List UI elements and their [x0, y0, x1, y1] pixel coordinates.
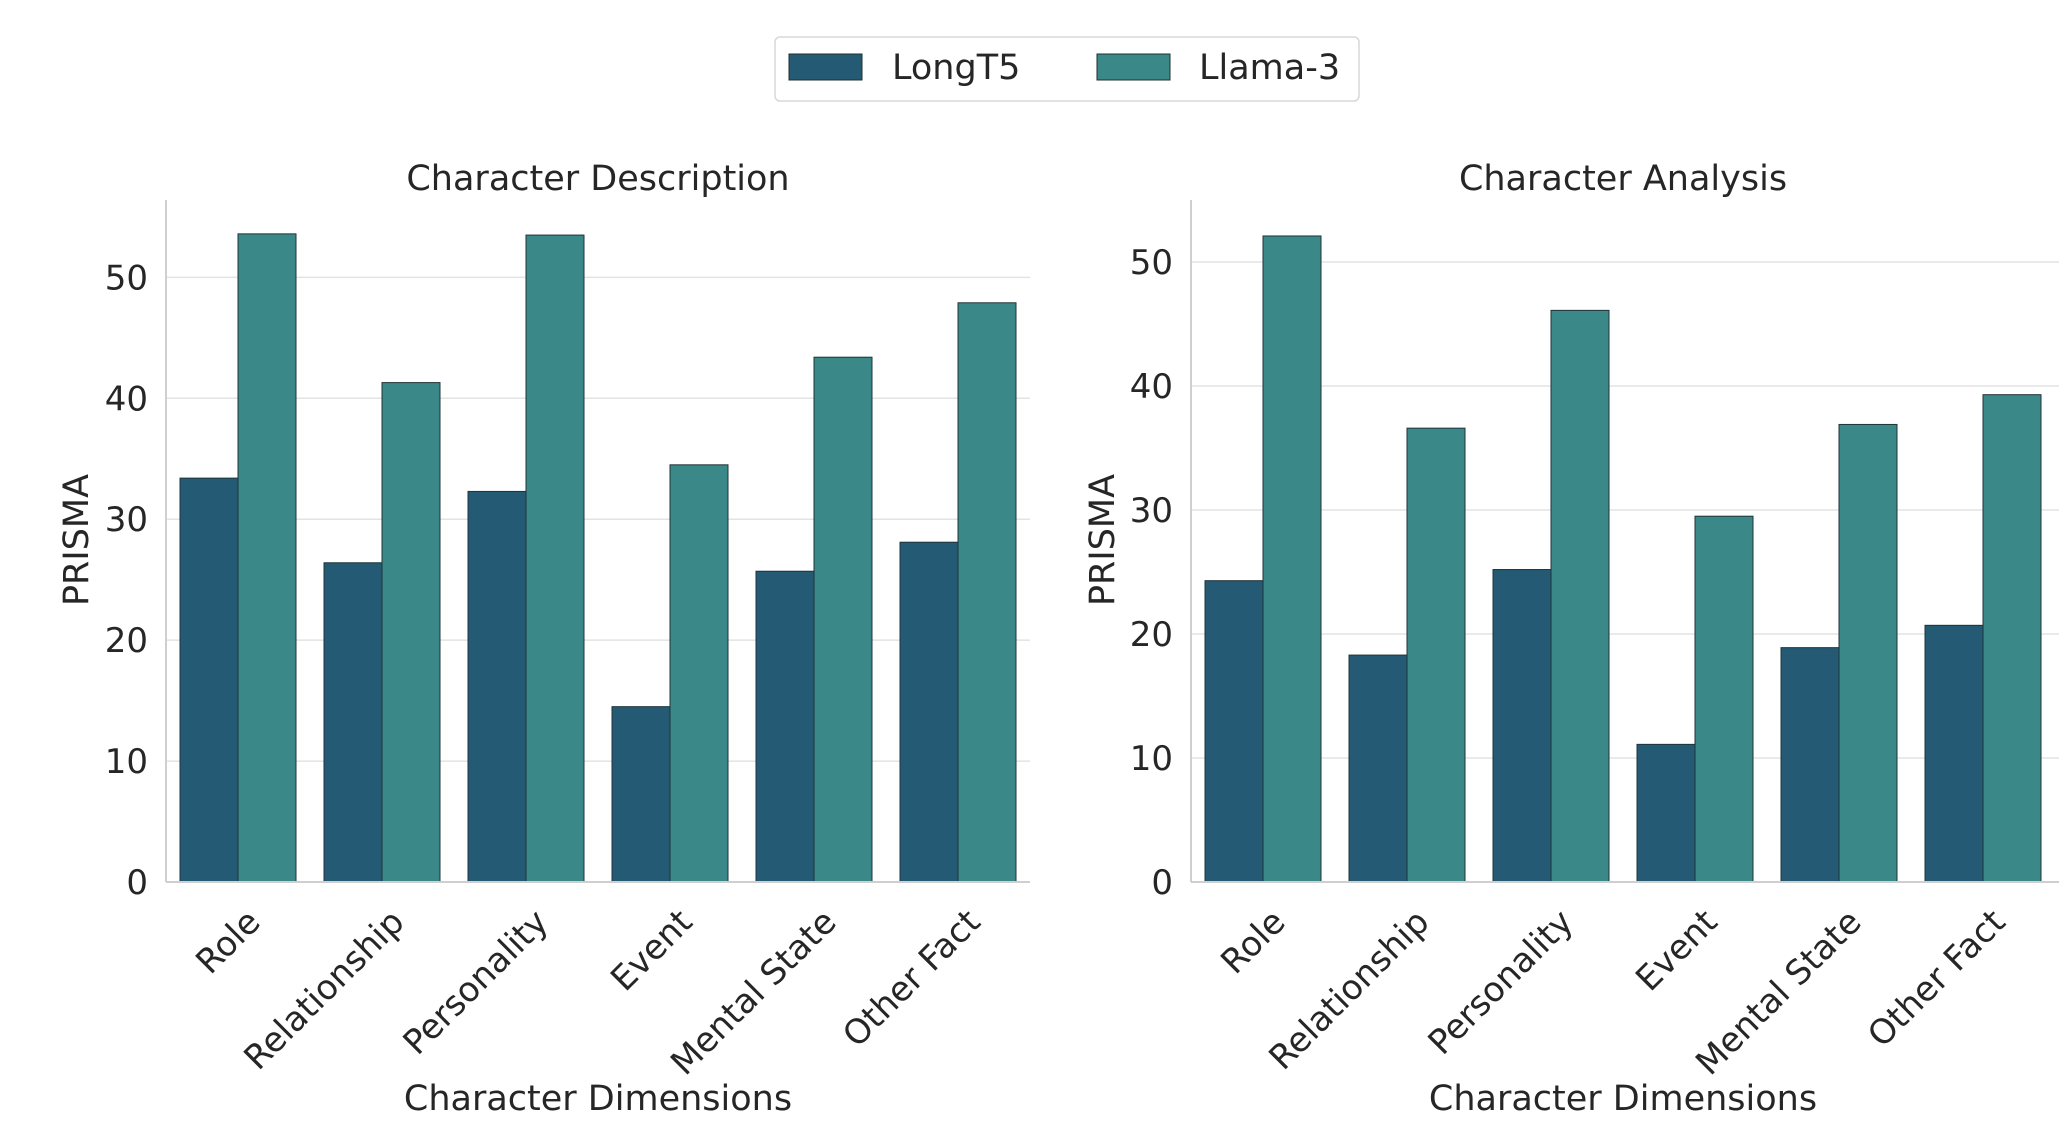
- legend-label-longt5: LongT5: [892, 48, 1020, 88]
- bar-longt5-mental-state: [1780, 647, 1840, 883]
- bar-llama-3-other-fact: [957, 302, 1017, 883]
- panel-title: Character Analysis: [1459, 159, 1787, 199]
- bar-longt5-relationship: [1348, 654, 1408, 883]
- legend-frame: [774, 36, 1360, 102]
- bar-llama-3-event: [1694, 515, 1754, 883]
- y-tick-label: 40: [1130, 367, 1173, 407]
- bar-longt5-other-fact: [1924, 624, 1984, 883]
- bar-llama-3-relationship: [381, 382, 441, 883]
- y-tick-label: 20: [105, 621, 148, 661]
- y-tick-label: 50: [1130, 243, 1173, 283]
- bar-llama-3-personality: [1550, 309, 1610, 883]
- y-tick-label: 50: [105, 258, 148, 298]
- legend: LongT5 Llama-3: [774, 36, 1360, 102]
- x-tick-label: Other Fact: [1860, 902, 2013, 1055]
- panel-character-description: Character Description PRISMA Character D…: [57, 159, 1030, 1119]
- bar-longt5-other-fact: [899, 541, 959, 883]
- x-tick-label: Other Fact: [835, 902, 988, 1055]
- y-axis-title: PRISMA: [57, 474, 97, 606]
- bar-longt5-personality: [467, 490, 527, 883]
- x-axis-title: Character Dimensions: [1429, 1079, 1817, 1119]
- panel-character-analysis: Character Analysis PRISMA Character Dime…: [1083, 159, 2059, 1119]
- bar-longt5-event: [611, 706, 671, 883]
- x-tick-label: Event: [603, 902, 700, 999]
- y-tick-label: 10: [1130, 739, 1173, 779]
- y-tick-label: 30: [1130, 491, 1173, 531]
- legend-swatch-longt5: [788, 53, 863, 81]
- bar-longt5-event: [1636, 743, 1696, 883]
- y-tick-label: 0: [126, 863, 148, 903]
- x-tick-label: Role: [1213, 902, 1293, 982]
- panel-title: Character Description: [406, 159, 789, 199]
- bar-llama-3-mental-state: [813, 356, 873, 883]
- y-tick-label: 20: [1130, 615, 1173, 655]
- bar-longt5-role: [179, 477, 239, 883]
- y-axis-title: PRISMA: [1083, 474, 1123, 606]
- bar-llama-3-event: [669, 464, 729, 883]
- legend-swatch-llama3: [1096, 53, 1171, 81]
- x-tick-label: Event: [1628, 902, 1725, 999]
- bar-llama-3-personality: [525, 234, 585, 883]
- bar-longt5-personality: [1492, 569, 1552, 883]
- bar-longt5-mental-state: [755, 570, 815, 883]
- bar-longt5-role: [1204, 580, 1264, 883]
- y-tick-label: 0: [1151, 863, 1173, 903]
- bar-llama-3-other-fact: [1982, 394, 2042, 883]
- y-tick-label: 40: [105, 379, 148, 419]
- x-tick-label: Personality: [1421, 902, 1582, 1063]
- legend-label-llama3: Llama-3: [1199, 48, 1340, 88]
- x-axis-title: Character Dimensions: [404, 1079, 792, 1119]
- bar-llama-3-mental-state: [1838, 423, 1898, 883]
- bar-longt5-relationship: [323, 562, 383, 883]
- x-tick-label: Personality: [396, 902, 557, 1063]
- bar-llama-3-relationship: [1406, 427, 1466, 883]
- bar-llama-3-role: [237, 233, 297, 883]
- x-tick-label: Role: [188, 902, 268, 982]
- y-tick-label: 30: [105, 500, 148, 540]
- y-tick-label: 10: [105, 742, 148, 782]
- bar-llama-3-role: [1262, 235, 1322, 883]
